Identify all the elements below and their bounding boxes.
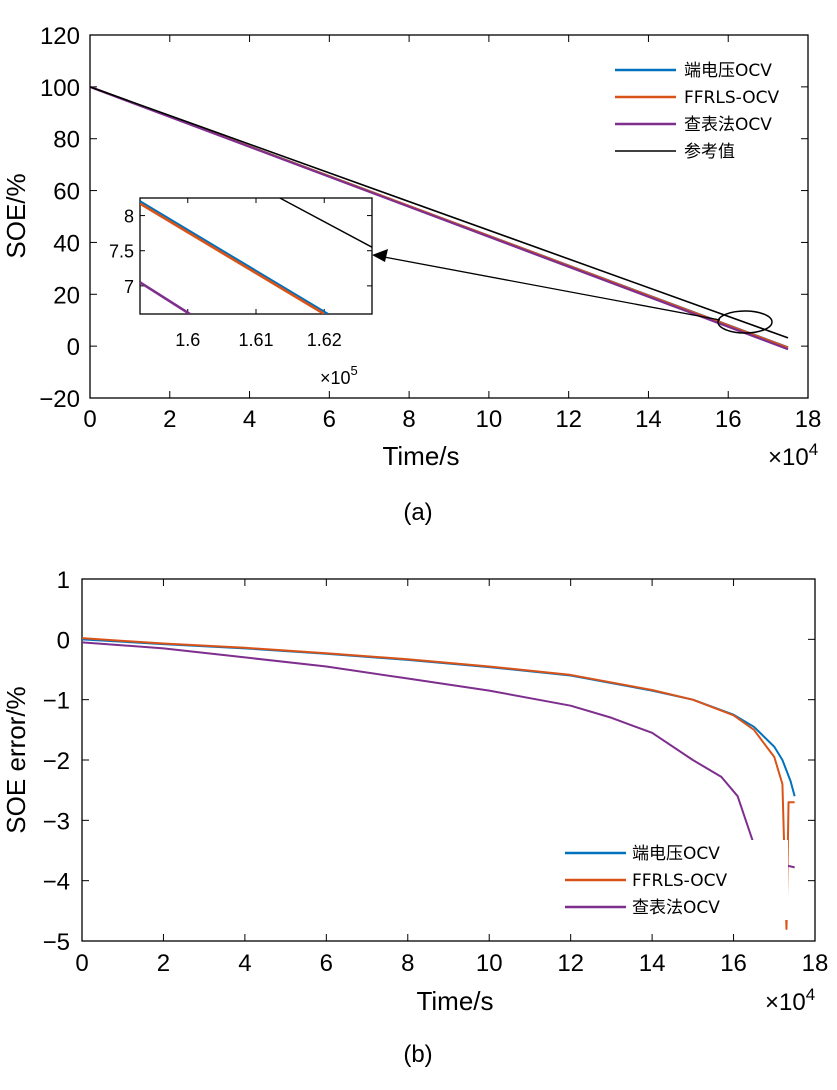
chart-b-legend: 端电压OCV FFRLS-OCV 查表法OCV <box>560 840 788 920</box>
chart-a-ytick-label: 40 <box>53 230 80 257</box>
legend-b-label-2: 查表法OCV <box>632 898 720 918</box>
chart-a-ytick-label: 100 <box>40 75 80 102</box>
chart-b: 0 2 4 6 8 10 12 14 16 18 −5 −4 −3 −2 −1 0 1 端电压OCV FFRLS… <box>1 567 828 1068</box>
chart-b-xtick-label: 12 <box>557 950 584 977</box>
chart-a-xtick-label: 8 <box>402 406 415 433</box>
chart-a-ytick-label: −20 <box>39 386 80 413</box>
chart-a-xtick-label: 6 <box>323 406 336 433</box>
chart-b-ytick-label: −1 <box>43 688 70 715</box>
legend-b-label-0: 端电压OCV <box>632 844 720 864</box>
chart-b-ytick-label: −2 <box>43 748 70 775</box>
chart-b-ytick-label: −3 <box>43 808 70 835</box>
chart-a-xtick-label: 14 <box>635 406 662 433</box>
zoom-region-ellipse <box>717 310 773 334</box>
chart-b-ytick-label: 0 <box>57 627 70 654</box>
chart-a-xtick-label: 12 <box>555 406 582 433</box>
inset-series-1 <box>140 202 325 314</box>
chart-b-xtick-label: 18 <box>802 950 829 977</box>
legend-a-label-0: 端电压OCV <box>684 61 772 81</box>
caption-a: (a) <box>403 499 432 526</box>
legend-a-label-1: FFRLS-OCV <box>684 88 779 108</box>
chart-b-xlabel: Time/s <box>416 986 493 1016</box>
chart-b-xtick-label: 0 <box>75 950 88 977</box>
inset-series-0 <box>140 200 329 314</box>
chart-a-ytick-label: 80 <box>53 127 80 154</box>
chart-a-ytick-label: 120 <box>40 23 80 50</box>
chart-a-series-2 <box>90 85 789 351</box>
chart-b-xtick-label: 2 <box>157 950 170 977</box>
chart-a-xtick-label: 2 <box>163 406 176 433</box>
zoom-arrowhead <box>372 249 388 262</box>
chart-a-xtick-label: 4 <box>243 406 256 433</box>
chart-b-xtick-label: 10 <box>476 950 503 977</box>
chart-b-ytick-label: −5 <box>43 929 70 956</box>
chart-b-series-2 <box>82 641 795 869</box>
chart-a-xtick-label: 0 <box>83 406 96 433</box>
chart-b-xtick-label: 16 <box>720 950 747 977</box>
inset-ytick-label: 7.5 <box>109 242 134 262</box>
caption-b: (b) <box>403 1041 432 1068</box>
chart-a-legend: 端电压OCV FFRLS-OCV 查表法OCV 参考值 <box>615 61 779 162</box>
chart-b-ytick-label: −4 <box>43 869 70 896</box>
inset-xtick-label: 1.62 <box>307 330 342 350</box>
inset-series-2 <box>140 281 191 314</box>
chart-b-x-multiplier: ×104 <box>765 985 815 1016</box>
legend-a-label-3: 参考值 <box>684 142 735 162</box>
inset-ytick-label: 8 <box>124 207 134 227</box>
legend-a-label-2: 查表法OCV <box>684 115 772 135</box>
inset-series-3 <box>279 198 372 248</box>
inset-series <box>140 198 372 314</box>
inset-xtick-label: 1.6 <box>175 330 200 350</box>
zoom-arrow-line <box>383 256 721 321</box>
chart-a-xtick-label: 18 <box>795 406 822 433</box>
chart-b-xtick-label: 14 <box>639 950 666 977</box>
inset-xtick-label: 1.61 <box>238 330 273 350</box>
chart-a-ytick-label: 0 <box>67 334 80 361</box>
inset-plot-area <box>139 197 373 315</box>
inset-ytick-label: 7 <box>124 277 134 297</box>
chart-a-ytick-label: 20 <box>53 282 80 309</box>
chart-a-xlabel: Time/s <box>382 441 459 471</box>
chart-b-xtick-label: 8 <box>401 950 414 977</box>
inset-ticks: 1.6 1.61 1.62 7 7.5 8 <box>109 198 372 350</box>
inset-chart: 1.6 1.61 1.62 7 7.5 8 ×105 <box>109 197 373 388</box>
chart-a-series-3 <box>90 86 789 339</box>
chart-a-x-multiplier: ×104 <box>768 440 818 471</box>
chart-b-xtick-label: 6 <box>320 950 333 977</box>
chart-a-ylabel: SOE/% <box>1 173 31 258</box>
legend-b-label-1: FFRLS-OCV <box>632 871 727 891</box>
chart-a-xtick-label: 10 <box>476 406 503 433</box>
chart-b-xtick-label: 4 <box>238 950 251 977</box>
chart-b-ytick-label: 1 <box>57 567 70 594</box>
chart-a-series <box>90 85 789 351</box>
inset-x-multiplier: ×105 <box>320 363 358 388</box>
chart-a-ytick-label: 60 <box>53 179 80 206</box>
chart-b-ylabel: SOE error/% <box>1 686 31 833</box>
chart-b-ticks: 0 2 4 6 8 10 12 14 16 18 −5 −4 −3 −2 −1 0 1 <box>43 567 829 977</box>
chart-a-xtick-label: 16 <box>715 406 742 433</box>
